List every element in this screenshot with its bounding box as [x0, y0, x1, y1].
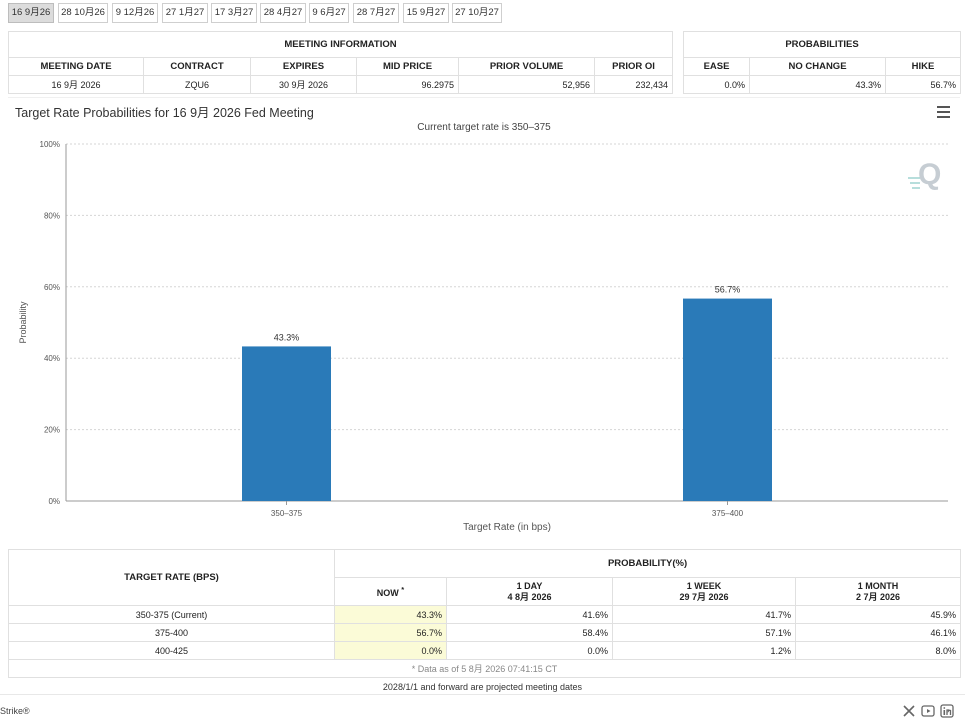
x-tick-label: 350–375: [271, 509, 303, 518]
bar: [242, 346, 331, 501]
y-tick-label: 100%: [40, 140, 60, 149]
probabilities-table: PROBABILITIES EASE NO CHANGE HIKE 0.0% 4…: [682, 31, 962, 94]
bar: [683, 298, 772, 501]
week-value: 41.7%: [612, 605, 796, 624]
rate-cell: 400-425: [8, 641, 335, 660]
week-value: 1.2%: [612, 641, 796, 660]
prior-volume-value: 52,956: [458, 75, 595, 94]
youtube-icon[interactable]: [921, 704, 935, 718]
table-row: 400-425 0.0% 0.0% 1.2% 8.0%: [8, 641, 962, 660]
data-as-of-note: * Data as of 5 8月 2026 07:41:15 CT: [7, 659, 962, 678]
q-logo-icon: Q: [908, 158, 941, 191]
tab-meeting-9[interactable]: 27 10月27: [452, 3, 502, 23]
tab-meeting-1[interactable]: 28 10月26: [58, 3, 108, 23]
no-change-value: 43.3%: [749, 75, 886, 94]
tab-meeting-3[interactable]: 27 1月27: [162, 3, 208, 23]
tab-meeting-5[interactable]: 28 4月27: [260, 3, 306, 23]
chart-panel: 0% 20% 40% 60% 80% 100% 43.3% 350–375 56.7% 375–4…: [8, 97, 960, 545]
tab-meeting-0[interactable]: 16 9月26: [8, 3, 54, 23]
col-expires: EXPIRES: [250, 57, 357, 76]
period-1-month: 1 MONTH 2 7月 2026: [794, 577, 962, 606]
bar-chart: 0% 20% 40% 60% 80% 100% 43.3% 350–375 56.7% 375–4…: [18, 140, 948, 533]
col-no-change: NO CHANGE: [749, 57, 886, 76]
now-value: 43.3%: [334, 605, 447, 624]
probability-table: TARGET RATE (BPS) PROBABILITY(%) NOW * 1…: [7, 549, 962, 678]
tab-meeting-7[interactable]: 28 7月27: [353, 3, 399, 23]
probabilities-title: PROBABILITIES: [682, 31, 962, 58]
table-row: 350-375 (Current) 43.3% 41.6% 41.7% 45.9…: [8, 605, 962, 624]
col-ease: EASE: [683, 57, 750, 76]
probability-header: PROBABILITY(%): [333, 549, 962, 578]
expires-value: 30 9月 2026: [250, 75, 357, 94]
day-value: 0.0%: [446, 641, 613, 660]
meeting-info-title: MEETING INFORMATION: [7, 31, 674, 58]
month-value: 8.0%: [794, 641, 962, 660]
month-value: 45.9%: [794, 605, 962, 624]
day-value: 58.4%: [446, 623, 613, 642]
period-1-day: 1 DAY 4 8月 2026: [446, 577, 613, 606]
y-tick-label: 80%: [44, 211, 60, 220]
bar-data-label: 43.3%: [274, 332, 300, 342]
y-tick-label: 40%: [44, 354, 60, 363]
week-value: 57.1%: [612, 623, 796, 642]
period-label: 1 DAY: [516, 580, 543, 591]
col-prior-volume: PRIOR VOLUME: [458, 57, 595, 76]
period-now: NOW *: [334, 577, 447, 606]
col-mid-price: MID PRICE: [356, 57, 459, 76]
period-date: 4 8月 2026: [507, 591, 552, 602]
hamburger-menu-icon[interactable]: [937, 106, 950, 118]
x-icon[interactable]: [902, 704, 916, 718]
bar-data-label: 56.7%: [715, 285, 741, 295]
prior-oi-value: 232,434: [593, 75, 674, 94]
rate-cell: 350-375 (Current): [8, 605, 335, 624]
col-contract: CONTRACT: [143, 57, 251, 76]
meeting-date-value: 16 9月 2026: [8, 75, 144, 94]
projected-dates-footnote: 2028/1/1 and forward are projected meeti…: [382, 682, 583, 692]
ease-value: 0.0%: [683, 75, 750, 94]
table-row: 375-400 56.7% 58.4% 57.1% 46.1%: [8, 623, 962, 642]
contract-value: ZQU6: [143, 75, 251, 94]
now-marker: *: [401, 585, 405, 594]
y-tick-label: 20%: [44, 426, 60, 435]
period-label: 1 MONTH: [857, 580, 899, 591]
tab-meeting-4[interactable]: 17 3月27: [211, 3, 257, 23]
mid-price-value: 96.2975: [356, 75, 459, 94]
chart-subtitle: Current target rate is 350–375: [417, 122, 551, 133]
col-meeting-date: MEETING DATE: [8, 57, 144, 76]
day-value: 41.6%: [446, 605, 613, 624]
hike-value: 56.7%: [884, 75, 962, 94]
y-axis-title: Probability: [18, 301, 28, 344]
col-hike: HIKE: [884, 57, 962, 76]
period-now-label: NOW: [376, 588, 399, 598]
rate-cell: 375-400: [8, 623, 335, 642]
brand-label: Strike®: [0, 706, 30, 716]
x-tick-label: 375–400: [712, 509, 744, 518]
period-label: 1 WEEK: [686, 580, 722, 591]
chart-title: Target Rate Probabilities for 16 9月 2026…: [15, 106, 314, 120]
target-rate-header: TARGET RATE (BPS): [8, 549, 335, 606]
tab-meeting-6[interactable]: 9 6月27: [309, 3, 349, 23]
now-value: 0.0%: [334, 641, 447, 660]
period-1-week: 1 WEEK 29 7月 2026: [612, 577, 796, 606]
y-tick-label: 0%: [48, 497, 60, 506]
x-axis-title: Target Rate (in bps): [463, 522, 551, 533]
month-value: 46.1%: [794, 623, 962, 642]
period-date: 29 7月 2026: [679, 591, 729, 602]
divider: [0, 694, 965, 695]
tab-meeting-2[interactable]: 9 12月26: [112, 3, 158, 23]
tab-meeting-8[interactable]: 15 9月27: [403, 3, 449, 23]
y-tick-label: 60%: [44, 283, 60, 292]
col-prior-oi: PRIOR OI: [593, 57, 674, 76]
meeting-info-table: MEETING INFORMATION MEETING DATE CONTRAC…: [7, 31, 674, 94]
svg-text:Q: Q: [918, 158, 941, 191]
linkedin-icon[interactable]: [940, 704, 954, 718]
period-date: 2 7月 2026: [856, 591, 901, 602]
now-value: 56.7%: [334, 623, 447, 642]
